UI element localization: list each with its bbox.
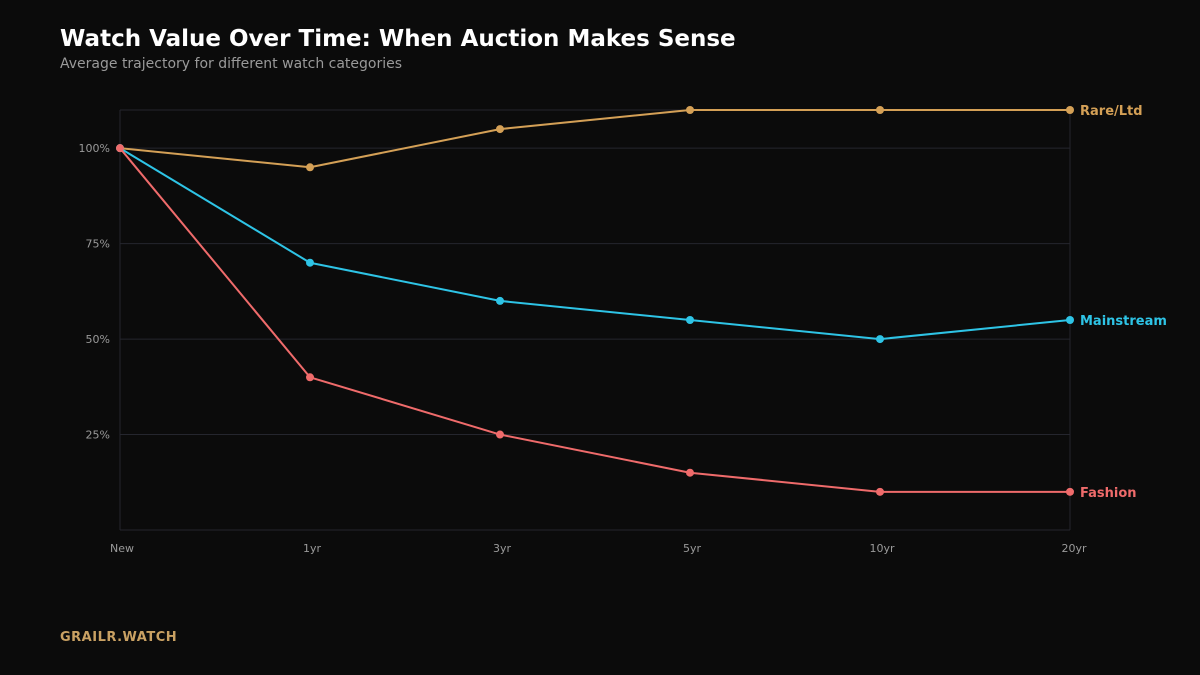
y-tick-label: 75% xyxy=(86,238,110,251)
y-tick-label: 50% xyxy=(86,333,110,346)
x-tick-label: 20yr xyxy=(1061,542,1087,555)
chart-title: Watch Value Over Time: When Auction Make… xyxy=(60,26,736,52)
data-point-fashion xyxy=(306,373,314,382)
x-tick-label: New xyxy=(110,542,134,555)
data-point-mainstream xyxy=(876,335,884,344)
y-tick-label: 25% xyxy=(86,429,110,442)
data-point-mainstream xyxy=(496,296,504,305)
data-point-fashion xyxy=(1066,487,1074,496)
data-point-rare-ltd xyxy=(876,106,884,114)
data-point-rare-ltd xyxy=(686,106,694,114)
series-line-rare-ltd xyxy=(119,109,1071,169)
data-point-mainstream xyxy=(686,316,694,324)
data-point-fashion xyxy=(116,144,124,153)
data-point-rare-ltd xyxy=(496,125,504,134)
y-tick-label: 100% xyxy=(79,142,110,155)
data-point-rare-ltd xyxy=(1066,106,1074,114)
x-tick-label: 10yr xyxy=(869,542,895,555)
data-point-mainstream xyxy=(1066,316,1074,324)
x-tick-label: 5yr xyxy=(683,542,702,555)
data-point-fashion xyxy=(686,468,694,477)
brand-logo-text: GRAILR.WATCH xyxy=(60,630,178,645)
series-label-rare-ltd: Rare/Ltd xyxy=(1080,104,1143,119)
x-tick-label: 1yr xyxy=(303,542,322,555)
data-point-fashion xyxy=(876,487,884,496)
series-line-fashion xyxy=(119,147,1071,493)
series-label-mainstream: Mainstream xyxy=(1080,314,1167,329)
x-tick-label: 3yr xyxy=(493,542,512,555)
data-point-fashion xyxy=(496,430,504,439)
series-line-mainstream xyxy=(119,147,1071,341)
series-label-fashion: Fashion xyxy=(1080,486,1137,501)
data-point-rare-ltd xyxy=(306,163,314,172)
chart-subtitle: Average trajectory for different watch c… xyxy=(60,56,403,72)
data-point-mainstream xyxy=(306,258,314,267)
